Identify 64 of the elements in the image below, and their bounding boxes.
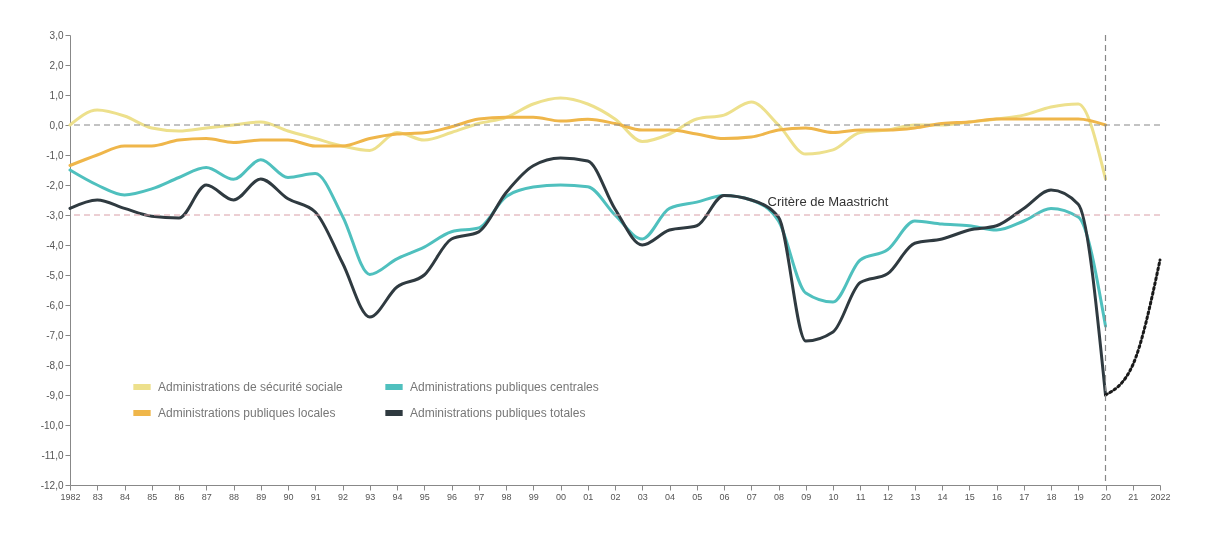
x-tick-label: 08 <box>773 491 785 502</box>
ref-line-label: Critère de Maastricht <box>767 194 889 209</box>
y-tick-label: -12,0 <box>40 479 64 491</box>
x-tick-label: 14 <box>937 491 948 502</box>
x-tick-label: 19 <box>1073 491 1084 502</box>
line-series <box>68 156 1107 397</box>
y-tick-label: -9,0 <box>46 389 64 401</box>
x-tick-label: 06 <box>719 491 730 502</box>
x-tick-label: 85 <box>147 491 158 502</box>
y-tick-label: 0,0 <box>49 119 64 131</box>
x-tick-label: 20 <box>1100 491 1112 502</box>
x-tick-label: 02 <box>610 491 621 502</box>
legend-label: Administrations de sécurité sociale <box>158 380 344 394</box>
x-tick-label: 91 <box>310 491 321 502</box>
x-tick-label: 05 <box>692 491 703 502</box>
legend-label: Administrations publiques locales <box>158 406 336 420</box>
x-tick-label: 07 <box>746 491 757 502</box>
y-tick-label: 3,0 <box>49 29 64 41</box>
x-tick-label: 17 <box>1019 491 1030 502</box>
x-tick-label: 84 <box>119 491 131 502</box>
x-tick-label: 86 <box>174 491 185 502</box>
y-tick-label: -6,0 <box>46 299 64 311</box>
x-tick-label: 99 <box>528 491 539 502</box>
x-tick-label: 21 <box>1128 491 1139 502</box>
x-tick-label: 83 <box>92 491 103 502</box>
x-tick-label: 18 <box>1046 491 1057 502</box>
x-tick-label: 96 <box>446 491 458 502</box>
x-tick-label: 1982 <box>60 491 81 502</box>
legend-label: Administrations publiques centrales <box>410 380 599 394</box>
x-tick-label: 10 <box>828 491 839 502</box>
x-tick-label: 15 <box>964 491 975 502</box>
x-tick-label: 16 <box>991 491 1003 502</box>
x-tick-label: 00 <box>555 491 567 502</box>
x-tick-label: 04 <box>664 491 676 502</box>
x-tick-label: 94 <box>392 491 403 502</box>
y-tick-label: 1,0 <box>49 89 64 101</box>
y-tick-label: -7,0 <box>46 329 64 341</box>
x-tick-label: 88 <box>228 491 240 502</box>
x-tick-label: 01 <box>583 491 594 502</box>
x-tick-label: 11 <box>856 491 866 502</box>
y-tick-label: -3,0 <box>46 209 64 221</box>
x-tick-label: 13 <box>910 491 921 502</box>
y-tick-label: -4,0 <box>46 239 64 251</box>
x-tick-label: 03 <box>637 491 648 502</box>
y-tick-label: -11,0 <box>41 449 64 461</box>
x-tick-label: 92 <box>337 491 349 502</box>
x-tick-label: 2022 <box>1150 491 1171 502</box>
y-tick-label: -5,0 <box>46 269 64 281</box>
y-tick-label: -10,0 <box>40 419 64 431</box>
legend-label: Administrations publiques totales <box>410 406 586 420</box>
x-tick-label: 09 <box>801 491 812 502</box>
y-tick-label: -1,0 <box>46 149 64 161</box>
x-tick-label: 93 <box>365 491 376 502</box>
x-tick-label: 95 <box>419 491 430 502</box>
line-series <box>68 115 1107 167</box>
x-tick-label: 90 <box>283 491 294 502</box>
y-tick-label: -2,0 <box>46 179 64 191</box>
y-tick-label: -8,0 <box>46 359 64 371</box>
x-tick-label: 97 <box>474 491 485 502</box>
x-tick-label: 12 <box>882 491 894 502</box>
x-tick-label: 89 <box>256 491 267 502</box>
x-tick-label: 87 <box>201 491 212 502</box>
y-tick-label: 2,0 <box>49 59 64 71</box>
x-tick-label: 98 <box>501 491 512 502</box>
